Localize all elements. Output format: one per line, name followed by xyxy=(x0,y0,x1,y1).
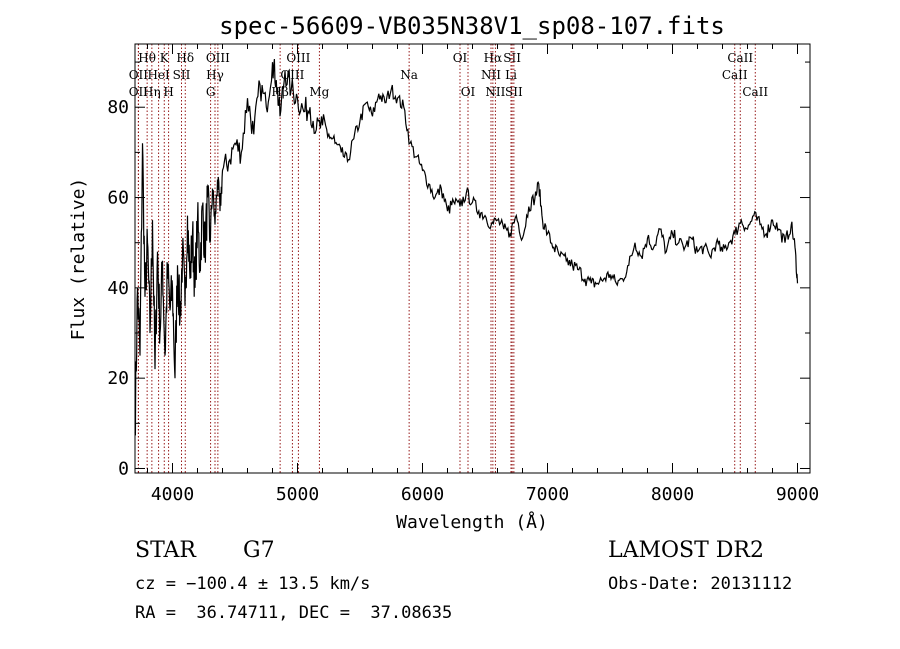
marker-label: NII xyxy=(481,68,501,82)
y-axis-ticks: 0 20 40 60 80 xyxy=(107,61,810,479)
spectrum-line xyxy=(134,58,799,436)
observation-date: Obs-Date: 20131112 xyxy=(608,574,793,594)
marker-label: OIII xyxy=(280,68,304,82)
y-tick-label: 60 xyxy=(107,188,129,209)
plot-frame xyxy=(134,43,811,474)
marker-label: OIII xyxy=(286,51,310,65)
x-axis-ticks: 4000 5000 6000 7000 8000 9000 xyxy=(147,44,819,505)
survey-name: LAMOST DR2 xyxy=(608,538,764,563)
object-subclass: G7 xyxy=(243,538,275,563)
x-tick-label: 7000 xyxy=(526,484,569,505)
marker-label: OII xyxy=(129,68,149,82)
marker-label: K xyxy=(160,51,170,65)
y-tick-label: 0 xyxy=(118,458,129,479)
marker-label: Na xyxy=(400,68,418,82)
x-tick-label: 6000 xyxy=(401,484,444,505)
marker-label: OI xyxy=(453,51,468,65)
x-tick-label: 5000 xyxy=(276,484,319,505)
marker-label: OIII xyxy=(206,51,230,65)
marker-label: SII xyxy=(503,51,521,65)
marker-label: Mg xyxy=(309,85,329,99)
coordinates: RA = 36.74711, DEC = 37.08635 xyxy=(135,603,453,623)
marker-label: Hη xyxy=(143,85,161,99)
redshift-value: cz = −100.4 ± 13.5 km/s xyxy=(135,574,371,594)
x-tick-label: 9000 xyxy=(776,484,819,505)
marker-label: OI xyxy=(461,85,476,99)
y-tick-label: 20 xyxy=(107,368,129,389)
spectrum-series xyxy=(134,58,799,436)
marker-label: Hδ xyxy=(176,51,194,65)
marker-label: Hα xyxy=(484,51,503,65)
x-tick-label: 4000 xyxy=(151,484,194,505)
marker-label: CaII xyxy=(727,51,753,65)
marker-label: CaII xyxy=(722,68,748,82)
marker-label: SII xyxy=(505,85,523,99)
marker-label: Hθ xyxy=(138,51,156,65)
y-tick-label: 40 xyxy=(107,278,129,299)
marker-label: Hγ xyxy=(206,68,224,82)
marker-label: H xyxy=(163,85,173,99)
y-tick-label: 80 xyxy=(107,97,129,118)
marker-label: NII xyxy=(485,85,505,99)
marker-label: OII xyxy=(129,85,149,99)
marker-label: Li xyxy=(505,68,517,82)
x-axis-label: Wavelength (Å) xyxy=(396,511,548,533)
marker-label: G xyxy=(206,85,216,99)
marker-label: CaII xyxy=(742,85,768,99)
y-axis-label: Flux (relative) xyxy=(68,178,89,341)
object-class: STAR xyxy=(135,538,196,563)
marker-label: SII xyxy=(173,68,191,82)
marker-label: HeI xyxy=(147,68,170,82)
chart-title: spec-56609-VB035N38V1_sp08-107.fits xyxy=(219,12,725,40)
marker-label: Hβ xyxy=(271,85,288,99)
x-tick-label: 8000 xyxy=(651,484,694,505)
